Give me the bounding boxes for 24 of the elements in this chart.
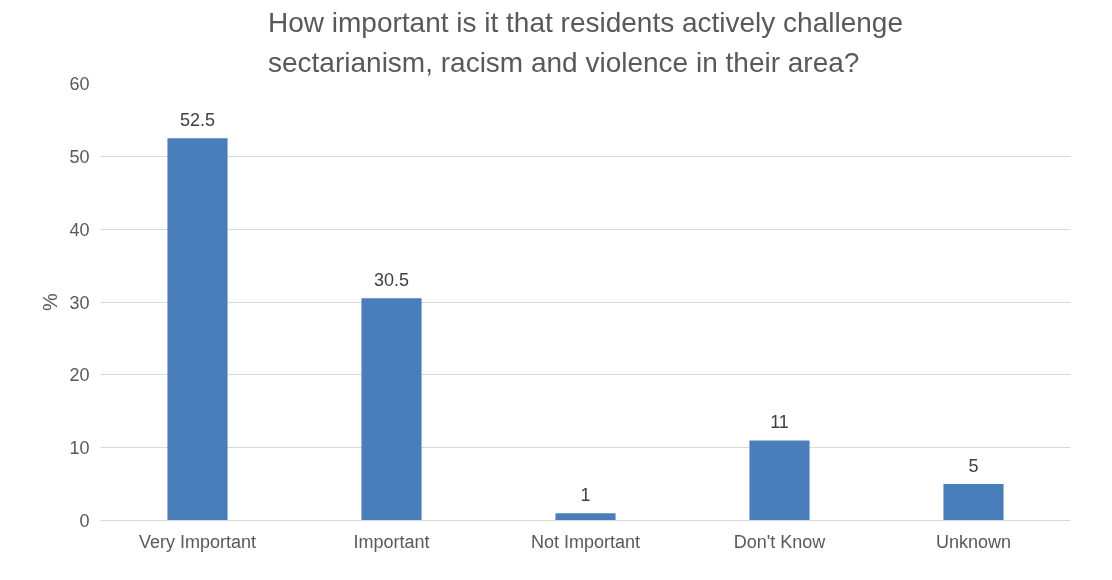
x-tick-label: Important [353, 531, 430, 552]
data-label: 11 [770, 412, 789, 433]
bar [749, 440, 810, 521]
bar [943, 484, 1004, 521]
y-tick-label: 60 [69, 74, 90, 94]
x-tick-label: Unknown [935, 531, 1012, 552]
y-tick-label: 30 [69, 292, 90, 313]
x-tick-label: Very Important [138, 531, 257, 552]
bar [361, 298, 422, 521]
y-tick-label: 0 [79, 511, 90, 531]
bar [555, 513, 616, 521]
y-tick-label: 40 [69, 219, 90, 240]
chart-title: How important is it that residents actively challenge sectarianism, racism and violence in their area? [268, 7, 903, 79]
y-tick-label: 50 [69, 146, 90, 167]
x-tick-label: Don't Know [733, 531, 827, 552]
data-label: 30.5 [373, 270, 410, 291]
bar [167, 138, 228, 521]
y-axis-title: % [39, 292, 62, 311]
x-tick-label: Not Important [530, 531, 641, 552]
data-label: 5 [968, 456, 979, 477]
y-tick-label: 10 [69, 438, 90, 459]
y-tick-label: 20 [69, 365, 90, 386]
data-label: 52.5 [179, 110, 216, 131]
data-label: 1 [580, 485, 591, 506]
